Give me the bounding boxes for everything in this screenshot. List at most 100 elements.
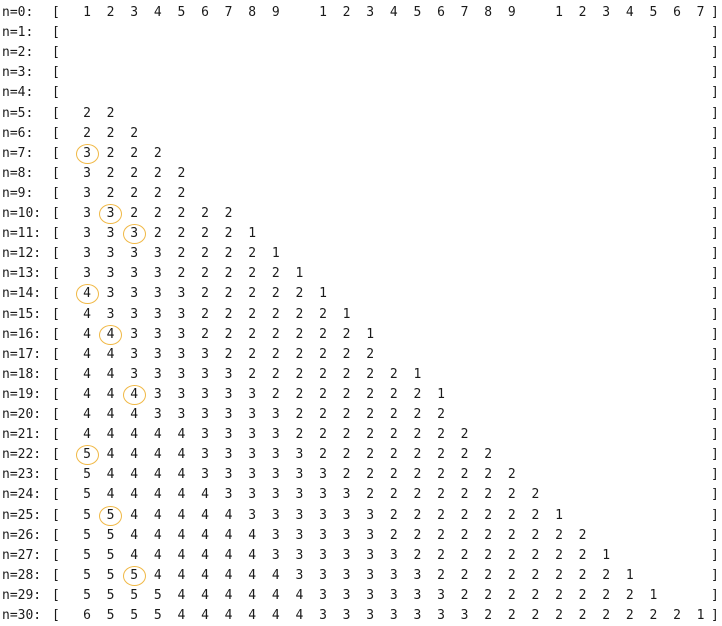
table-cell: 5 (83, 507, 91, 523)
table-cell: 2 (413, 507, 422, 523)
table-cell: 2 (507, 587, 516, 603)
table-cell: 4 (83, 346, 91, 362)
table-cell: 2 (507, 547, 516, 563)
table-cell: 3 (366, 5, 375, 20)
table-row: n=27:[5 5 4 4 4 4 4 4 3 3 3 3 3 3 2 2 2 2 2 2 2 2 1] (0, 546, 722, 566)
table-cell: 2 (460, 527, 469, 543)
table-cell: 2 (342, 407, 351, 422)
table-row: n=2: [] (0, 43, 722, 63)
table-cell: 5 (83, 447, 91, 463)
table-cell: 4 (130, 507, 139, 523)
table-cell: 2 (153, 206, 162, 221)
table-cell: 2 (389, 386, 398, 402)
close-bracket: ] (711, 206, 719, 221)
table-cell: 2 (531, 547, 540, 563)
table-cell: 4 (224, 567, 233, 583)
open-bracket: [ (52, 185, 60, 201)
table-cell: 3 (83, 185, 91, 201)
table-cell: 3 (83, 266, 91, 282)
table-cell: 2 (460, 427, 469, 443)
table-cell: 3 (389, 608, 398, 623)
close-bracket: ] (711, 608, 719, 623)
table-cell: 2 (295, 427, 304, 443)
close-bracket: ] (711, 185, 719, 201)
table-cell: 2 (177, 206, 186, 221)
table-cell: 2 (319, 427, 327, 443)
table-cell: 3 (389, 547, 398, 563)
table-cell: 6 (201, 5, 209, 20)
table-cell: 3 (130, 326, 139, 342)
table-cell: 4 (130, 447, 139, 463)
table-cell: 2 (342, 386, 351, 402)
table-cell: 2 (319, 447, 327, 463)
table-cell: 5 (413, 5, 422, 20)
row-label: n=2: (2, 45, 34, 61)
table-cell: 2 (413, 447, 422, 463)
table-cell: 5 (153, 608, 162, 623)
table-cell: 2 (437, 447, 445, 463)
table-cell: 2 (484, 567, 493, 583)
row-label: n=5: (2, 105, 34, 121)
table-cell: 3 (224, 386, 233, 402)
table-cell: 2 (342, 326, 351, 342)
table-cell: 4 (106, 447, 115, 463)
table-cell: 5 (83, 527, 91, 543)
table-row: n=1: [] (0, 23, 722, 43)
table-cell: 3 (342, 547, 351, 563)
table-row: n=20:[4 4 4 3 3 3 3 3 3 2 2 2 2 2 2 2] (0, 405, 722, 425)
table-cell: 3 (153, 246, 162, 262)
table-cell: 3 (271, 427, 280, 443)
table-cell: 2 (507, 567, 516, 583)
open-bracket: [ (52, 246, 60, 262)
table-row: n=14:[4 3 3 3 3 2 2 2 2 2 1] (0, 284, 722, 305)
open-bracket: [ (52, 326, 60, 342)
close-bracket: ] (711, 246, 719, 262)
table-cell: 2 (413, 547, 422, 563)
open-bracket: [ (52, 547, 60, 563)
table-cell: 6 (83, 608, 91, 623)
table-cell: 2 (531, 487, 540, 503)
row-label: n=26: (2, 527, 42, 543)
table-cell: 2 (437, 427, 445, 443)
table-cell: 3 (177, 326, 186, 342)
table-cell: 2 (366, 487, 375, 503)
table-cell: 1 (295, 266, 304, 282)
close-bracket: ] (711, 547, 719, 563)
open-bracket: [ (52, 407, 60, 422)
table-cell: 3 (153, 286, 162, 302)
table-cell: 4 (83, 427, 91, 443)
table-cell: 5 (106, 587, 115, 603)
table-cell: 2 (555, 527, 563, 543)
table-cell: 2 (224, 206, 233, 221)
table-cell: 4 (248, 527, 257, 543)
table-cell: 3 (106, 246, 115, 262)
table-cell: 4 (130, 527, 139, 543)
table-cell: 3 (295, 567, 304, 583)
table-cell: 4 (130, 427, 139, 443)
table-cell: 2 (389, 366, 398, 382)
table-row: n=29:[5 5 5 5 4 4 4 4 4 4 3 3 3 3 3 3 2 2 2 2 2 2 2 2 1] (0, 586, 722, 606)
table-cell: 4 (153, 547, 162, 563)
table-cell: 4 (83, 366, 91, 382)
row-label: n=19: (2, 386, 42, 402)
table-cell: 1 (248, 226, 257, 242)
table-cell: 3 (201, 386, 209, 402)
table-cell: 2 (389, 467, 398, 483)
open-bracket: [ (52, 125, 60, 141)
table-cell: 3 (201, 407, 209, 422)
table-cell: 2 (177, 246, 186, 262)
table-cell: 4 (271, 567, 280, 583)
table-cell: 2 (224, 326, 233, 342)
table-row: n=23:[5 4 4 4 4 3 3 3 3 3 3 2 2 2 2 2 2 2 2] (0, 465, 722, 485)
table-cell: 6 (673, 5, 681, 20)
table-row: n=12:[3 3 3 3 2 2 2 2 1] (0, 244, 722, 264)
table-row: n=26:[5 5 4 4 4 4 4 4 3 3 3 3 3 2 2 2 2 2 2 2 2 2] (0, 526, 722, 546)
table-cell: 3 (271, 447, 280, 463)
table-cell: 2 (295, 346, 304, 362)
table-cell: 2 (319, 346, 327, 362)
table-cell: 2 (389, 407, 398, 422)
table-cell: 4 (295, 587, 304, 603)
table-cell: 4 (295, 608, 304, 623)
table-cell: 5 (83, 567, 91, 583)
table-cell: 3 (319, 547, 327, 563)
